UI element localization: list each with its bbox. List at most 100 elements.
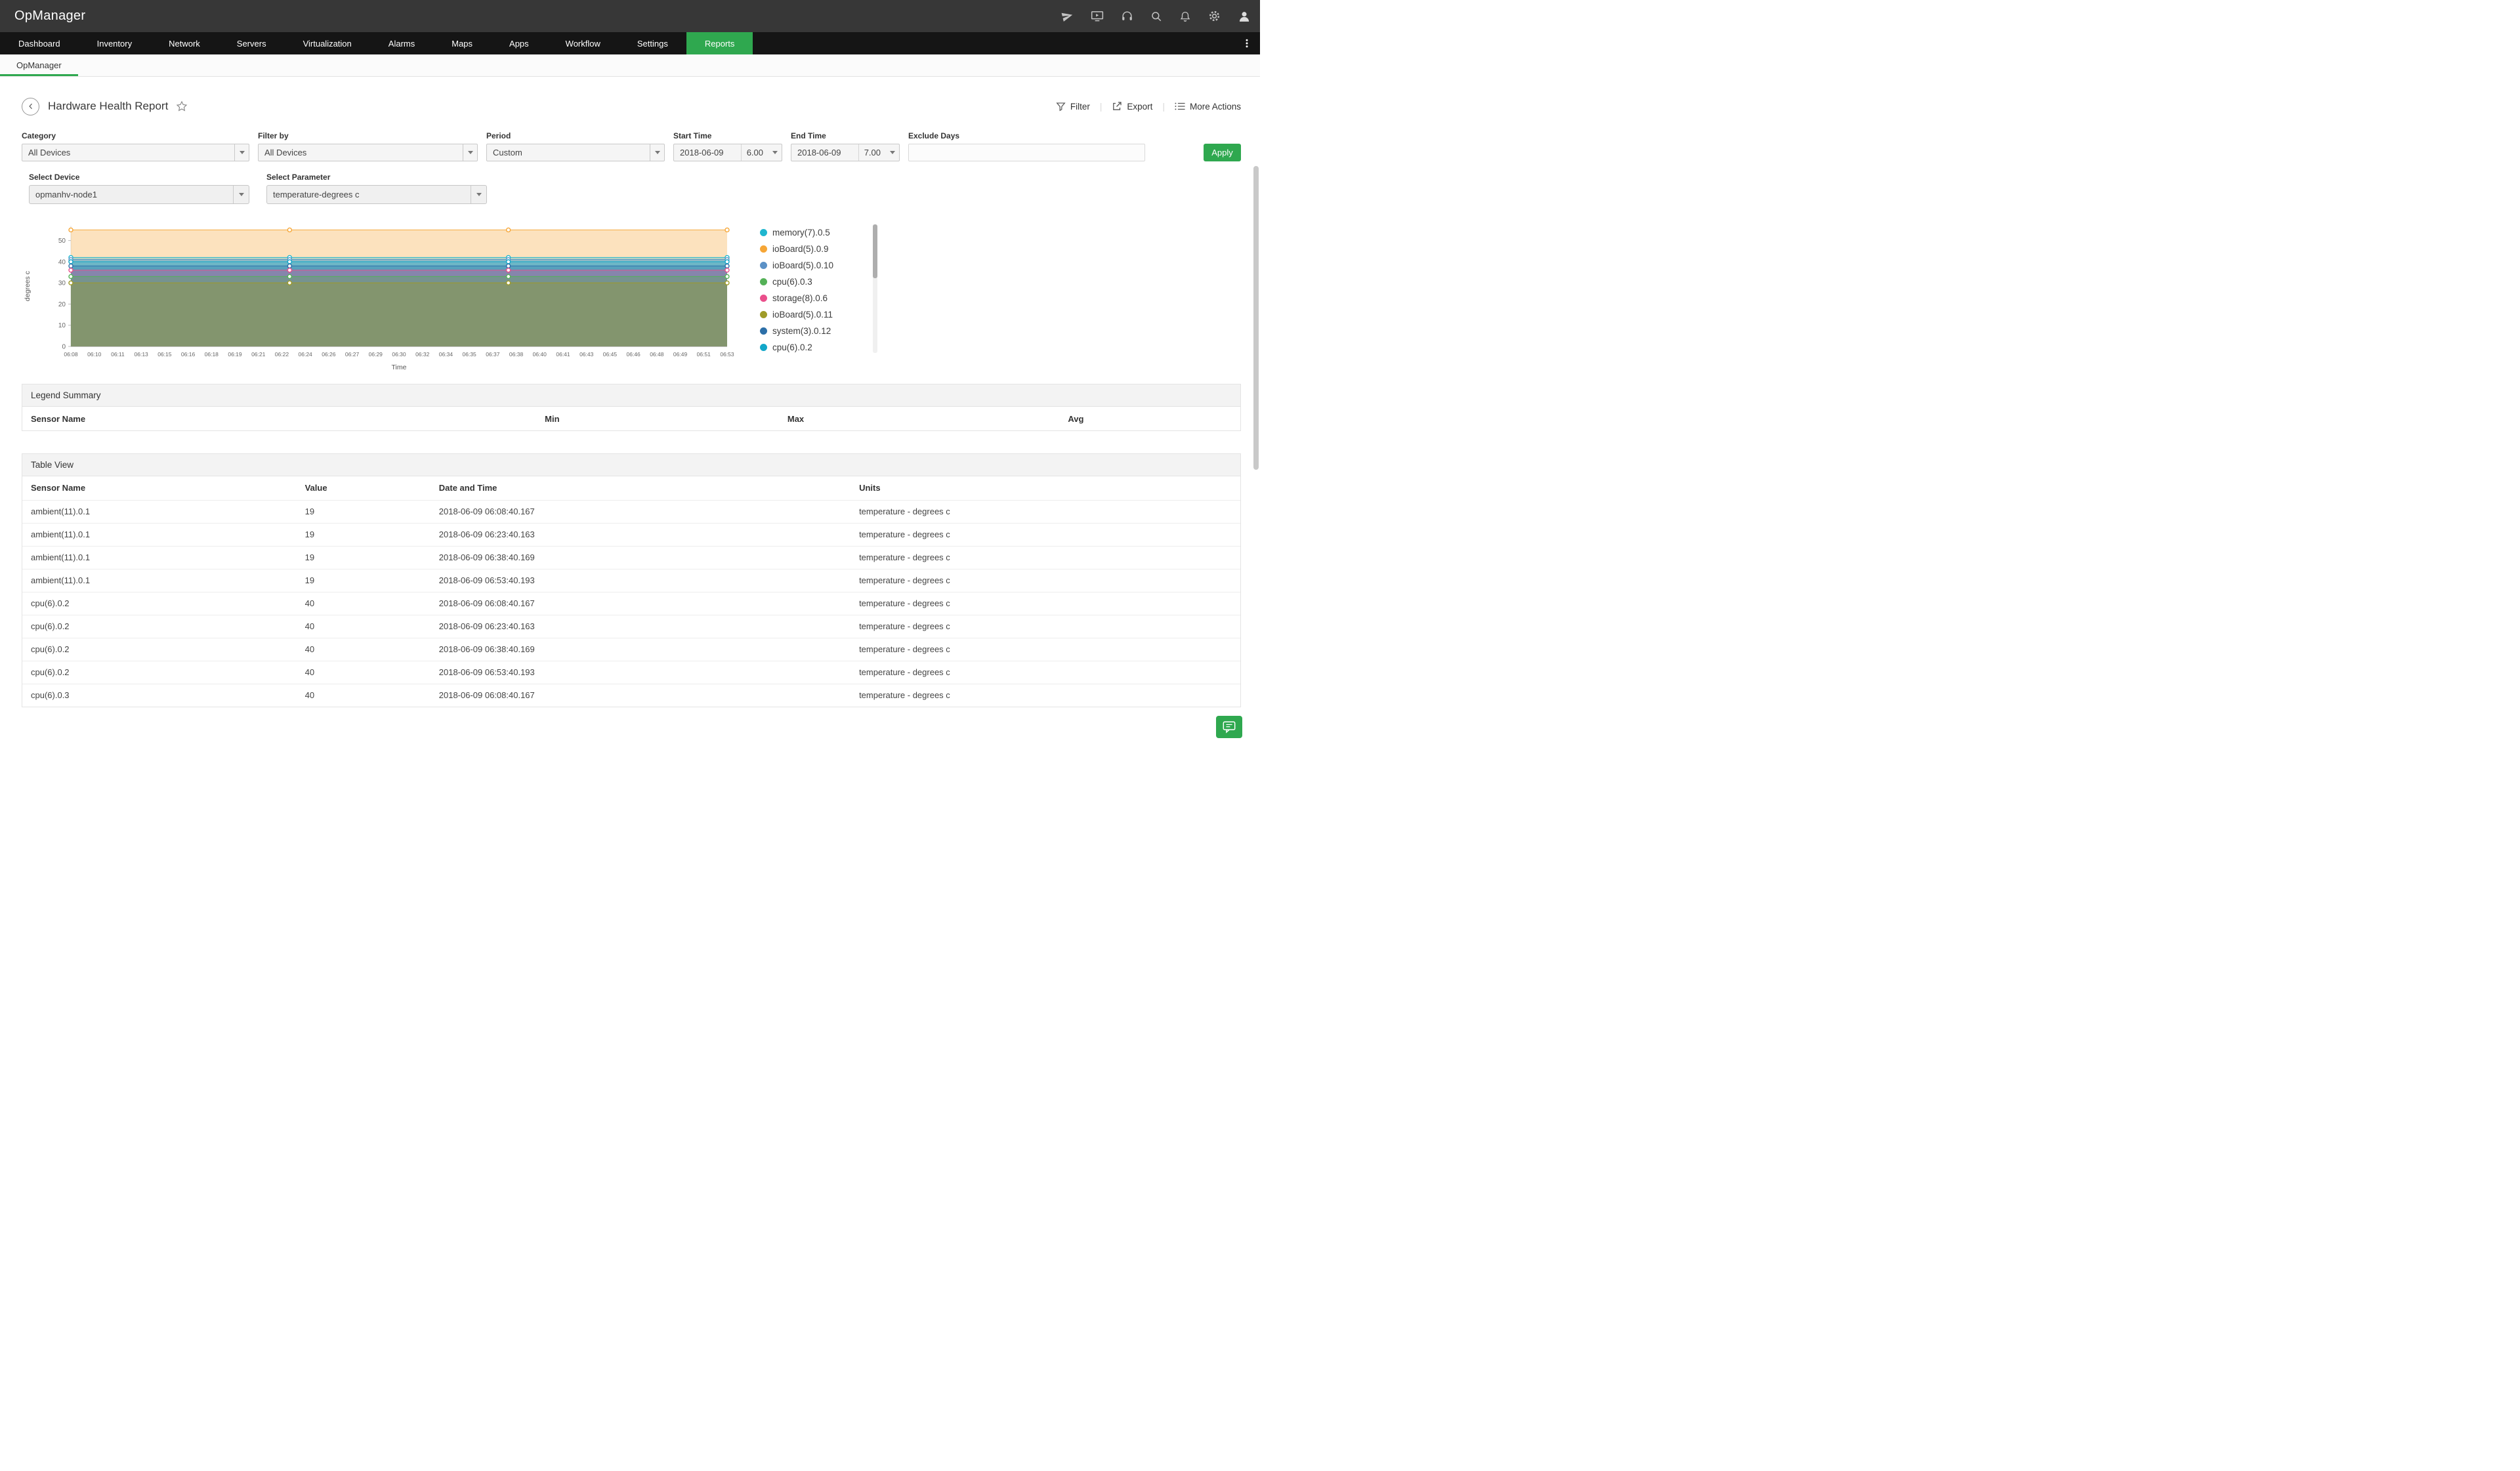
chat-feedback-button[interactable] bbox=[1216, 716, 1242, 738]
table-cell: 19 bbox=[296, 568, 430, 592]
nav-item-reports[interactable]: Reports bbox=[686, 32, 753, 54]
table-cell: ambient(11).0.1 bbox=[22, 499, 297, 523]
nav-item-apps[interactable]: Apps bbox=[509, 38, 529, 49]
user-avatar[interactable] bbox=[1238, 10, 1251, 23]
settings-gear-icon[interactable] bbox=[1208, 10, 1221, 22]
chat-icon bbox=[1223, 721, 1236, 734]
legend-color-dot bbox=[760, 344, 767, 351]
page-title: Hardware Health Report bbox=[48, 100, 169, 112]
nav-item-workflow[interactable]: Workflow bbox=[565, 38, 600, 49]
nav-item-virtualization[interactable]: Virtualization bbox=[303, 38, 352, 49]
legend-series-label: cpu(6).0.2 bbox=[772, 342, 812, 352]
filter-button[interactable]: Filter bbox=[1056, 102, 1090, 112]
period-select[interactable]: Custom bbox=[486, 144, 665, 161]
chevron-down-icon bbox=[886, 144, 899, 161]
legend-series-label: ioBoard(5).0.9 bbox=[772, 244, 829, 254]
legend-item[interactable]: memory(7).0.5 bbox=[760, 224, 866, 241]
notifications-icon[interactable] bbox=[1179, 10, 1191, 22]
nav-item-network[interactable]: Network bbox=[169, 38, 200, 49]
legend-item[interactable]: ioBoard(5).0.9 bbox=[760, 241, 866, 257]
legend-scrollbar-thumb[interactable] bbox=[873, 224, 877, 278]
legend-item[interactable]: cpu(6).0.3 bbox=[760, 274, 866, 290]
start-time-label: Start Time bbox=[673, 131, 712, 140]
table-cell: temperature - degrees c bbox=[850, 614, 1240, 638]
table-cell: 40 bbox=[296, 637, 430, 661]
table-row: ambient(11).0.1 19 2018-06-09 06:53:40.193… bbox=[22, 568, 1240, 592]
legend-summary-section: Legend Summary Sensor Name Min Max Avg bbox=[22, 384, 1241, 431]
device-value: opmanhv-node1 bbox=[35, 190, 97, 199]
nav-item-inventory[interactable]: Inventory bbox=[96, 38, 133, 49]
svg-text:06:18: 06:18 bbox=[205, 351, 219, 358]
table-row: cpu(6).0.3 40 2018-06-09 06:08:40.167 tempe… bbox=[22, 683, 1240, 707]
legend-item[interactable]: system(3).0.12 bbox=[760, 323, 866, 339]
page-header: Hardware Health Report Filter | Export |… bbox=[22, 94, 1241, 118]
overflow-menu-icon[interactable] bbox=[1234, 32, 1260, 54]
exclude-days-input[interactable] bbox=[908, 144, 1145, 161]
svg-text:20: 20 bbox=[58, 301, 66, 308]
filter-by-select[interactable]: All Devices bbox=[258, 144, 478, 161]
header-actions: Filter | Export | More Actions bbox=[1056, 101, 1241, 112]
legend-color-dot bbox=[760, 245, 767, 253]
table-row: cpu(6).0.2 40 2018-06-09 06:23:40.163 tempe… bbox=[22, 614, 1240, 638]
table-cell: 19 bbox=[296, 545, 430, 569]
table-row: cpu(6).0.2 40 2018-06-09 06:38:40.169 tempe… bbox=[22, 637, 1240, 661]
nav-item-dashboard[interactable]: Dashboard bbox=[18, 38, 60, 49]
support-headset-icon[interactable] bbox=[1121, 10, 1133, 22]
table-cell: temperature - degrees c bbox=[850, 591, 1240, 615]
svg-text:06:27: 06:27 bbox=[345, 351, 360, 358]
legend-color-dot bbox=[760, 311, 767, 318]
end-time-picker[interactable]: 2018-06-09 7.00 bbox=[791, 144, 900, 161]
legend-color-dot bbox=[760, 262, 767, 269]
nav-item-alarms[interactable]: Alarms bbox=[388, 38, 415, 49]
nav-item-maps[interactable]: Maps bbox=[452, 38, 473, 49]
svg-text:06:08: 06:08 bbox=[64, 351, 78, 358]
device-select[interactable]: opmanhv-node1 bbox=[29, 185, 249, 204]
chevron-down-icon bbox=[471, 186, 486, 203]
column-header: Max bbox=[787, 413, 805, 424]
send-icon[interactable] bbox=[1061, 10, 1074, 22]
category-select[interactable]: All Devices bbox=[22, 144, 249, 161]
page-scrollbar[interactable] bbox=[1253, 166, 1259, 470]
legend-item[interactable]: ioBoard(5).0.11 bbox=[760, 306, 866, 323]
table-cell: cpu(6).0.2 bbox=[22, 637, 297, 661]
svg-text:30: 30 bbox=[58, 280, 66, 287]
column-header: Sensor Name bbox=[31, 413, 86, 424]
selector-row: Select Device opmanhv-node1 Select Param… bbox=[22, 173, 1241, 204]
start-hour-value: 6.00 bbox=[740, 144, 768, 161]
legend-series-label: system(3).0.12 bbox=[772, 326, 831, 336]
export-icon bbox=[1113, 102, 1122, 110]
legend-series-label: ioBoard(5).0.11 bbox=[772, 310, 833, 320]
nav-item-settings[interactable]: Settings bbox=[637, 38, 668, 49]
apply-button[interactable]: Apply bbox=[1204, 144, 1241, 161]
legend-scrollbar[interactable] bbox=[873, 224, 877, 353]
table-cell: temperature - degrees c bbox=[850, 568, 1240, 592]
legend-item[interactable]: ioBoard(5).0.10 bbox=[760, 257, 866, 274]
parameter-select[interactable]: temperature-degrees c bbox=[266, 185, 487, 204]
svg-text:06:38: 06:38 bbox=[509, 351, 524, 358]
filter-button-label: Filter bbox=[1070, 101, 1090, 112]
chart-legend-list: memory(7).0.5 ioBoard(5).0.9 ioBoard(5).0.… bbox=[760, 224, 866, 378]
period-label: Period bbox=[486, 131, 511, 140]
table-row: cpu(6).0.2 40 2018-06-09 06:08:40.167 tempe… bbox=[22, 591, 1240, 615]
start-time-picker[interactable]: 2018-06-09 6.00 bbox=[673, 144, 782, 161]
legend-item[interactable]: storage(8).0.6 bbox=[760, 290, 866, 306]
column-header: Min bbox=[545, 413, 560, 424]
export-button[interactable]: Export bbox=[1112, 101, 1152, 112]
favorite-star-icon[interactable] bbox=[176, 100, 188, 112]
svg-text:06:41: 06:41 bbox=[556, 351, 570, 358]
more-actions-button-label: More Actions bbox=[1189, 101, 1241, 112]
legend-summary-table: Sensor Name Min Max Avg bbox=[22, 407, 1240, 430]
svg-text:Time: Time bbox=[392, 363, 407, 371]
tab-opmanager[interactable]: OpManager bbox=[0, 54, 78, 76]
parameter-value: temperature-degrees c bbox=[273, 190, 360, 199]
search-icon[interactable] bbox=[1150, 10, 1162, 22]
back-button[interactable] bbox=[22, 97, 39, 115]
screen-share-icon[interactable] bbox=[1091, 10, 1104, 22]
table-cell: 40 bbox=[296, 614, 430, 638]
more-actions-button[interactable]: More Actions bbox=[1175, 102, 1241, 112]
nav-item-servers[interactable]: Servers bbox=[236, 38, 266, 49]
exclude-days-label: Exclude Days bbox=[908, 131, 960, 140]
table-view-title: Table View bbox=[22, 454, 1240, 476]
legend-item[interactable]: cpu(6).0.2 bbox=[760, 339, 866, 356]
category-value: All Devices bbox=[28, 148, 71, 157]
